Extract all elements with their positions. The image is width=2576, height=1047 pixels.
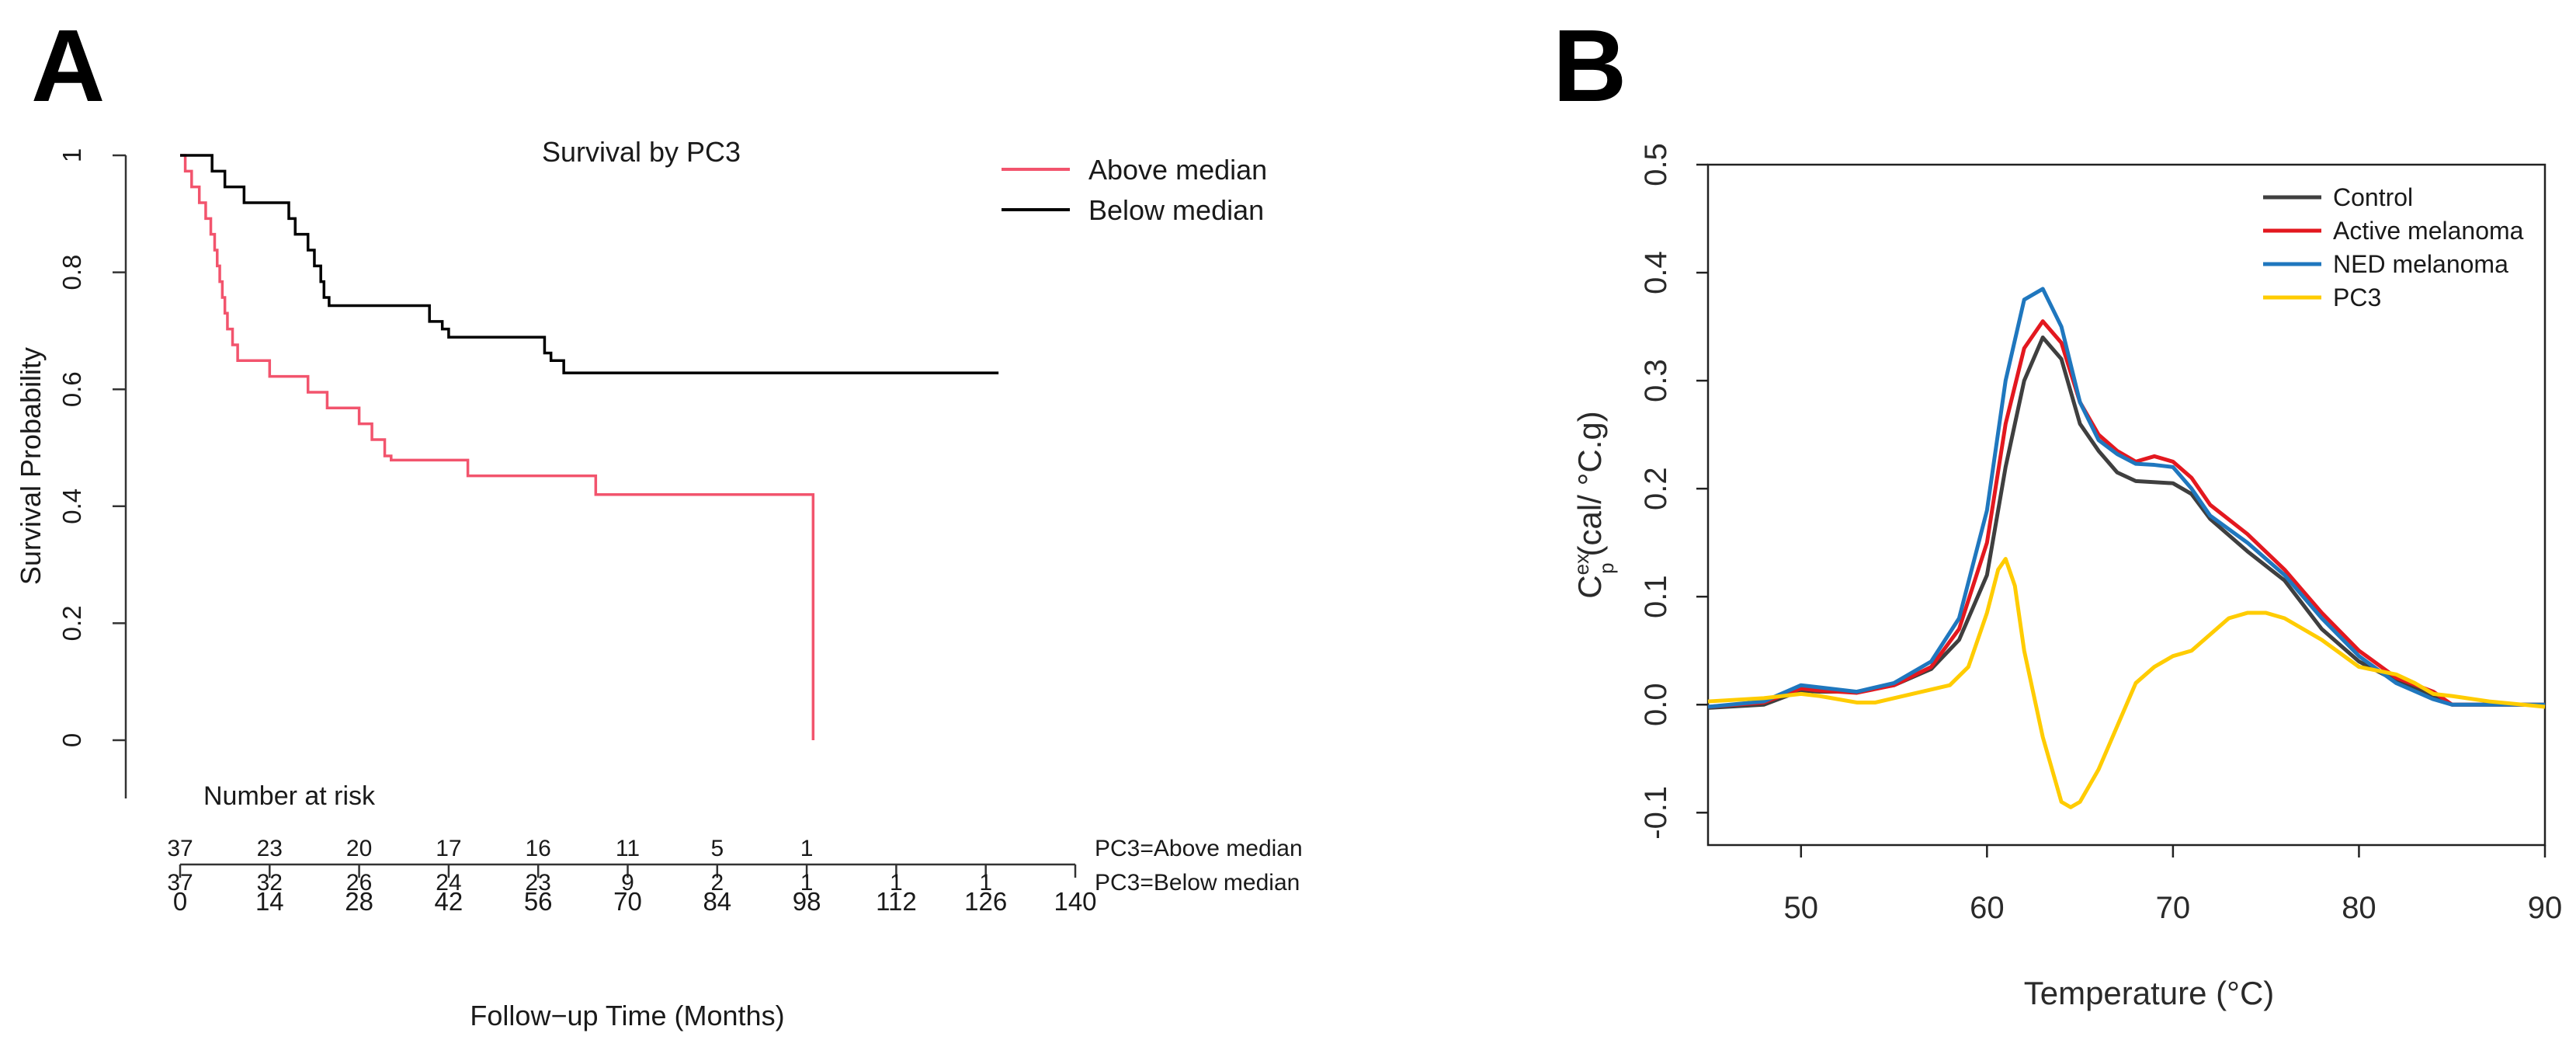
chart-a-y-tick-label: 0: [57, 733, 86, 747]
chart-a-y-tick-label: 0.6: [57, 371, 86, 407]
chart-b-x-tick-label: 90: [2528, 891, 2563, 925]
legend-label-below-median: Below median: [1088, 194, 1264, 226]
panel-a-letter: A: [31, 9, 105, 123]
risk-count: 37: [167, 836, 193, 861]
panel-b-letter: B: [1553, 9, 1626, 123]
chart-a-y-tick-label: 0.2: [57, 605, 86, 641]
risk-table-title: Number at risk: [203, 781, 376, 811]
chart-b-y-tick-label: 0.1: [1639, 575, 1673, 618]
chart-a-x-tick-label: 70: [613, 887, 642, 916]
km-curve-above-median: [180, 154, 815, 740]
chart-b-y-label: Cexp(cal/ °C.g): [1570, 411, 1618, 598]
chart-b-x-label: Temperature (°C): [2024, 975, 2275, 1011]
thermogram-line-control: [1707, 335, 2545, 710]
legend-label-active-melanoma: Active melanoma: [2333, 217, 2524, 245]
chart-a-x-tick-label: 28: [345, 887, 373, 916]
chart-b-legend: Control Active melanoma NED melanoma PC3: [2263, 183, 2524, 311]
risk-count: 1: [890, 870, 903, 896]
chart-a-y-tick-label: 0.4: [57, 489, 86, 524]
risk-count: 1: [800, 836, 814, 861]
chart-a-x-tick-label: 42: [435, 887, 463, 916]
chart-a-x-tick-label: 98: [793, 887, 821, 916]
chart-a-x-tick-label: 140: [1054, 887, 1096, 916]
chart-a-x-tick-label: 84: [703, 887, 731, 916]
risk-count: 23: [526, 870, 551, 896]
risk-count: 2: [710, 870, 724, 896]
legend-label-control: Control: [2333, 183, 2413, 211]
chart-b-y-tick-label: 0.0: [1639, 683, 1673, 726]
chart-b-plot-frame: [1706, 163, 2546, 847]
risk-count: 1: [979, 870, 992, 896]
chart-a-x-tick-label: 0: [173, 887, 187, 916]
chart-b-x-tick-label: 60: [1970, 891, 2005, 925]
chart-a-y-tick-label: 1: [57, 148, 86, 162]
risk-count: 32: [257, 870, 283, 896]
risk-row-label: PC3=Above median: [1095, 836, 1303, 861]
chart-a-y-label: Survival Probability: [15, 347, 47, 585]
chart-b-y-tick-label: 0.2: [1639, 467, 1673, 510]
risk-count: 37: [167, 870, 193, 896]
risk-count: 17: [436, 836, 461, 861]
chart-a-x-tick-label: 126: [964, 887, 1007, 916]
chart-b-y-tick-label: -0.1: [1639, 786, 1673, 840]
chart-b-y-tick-label: 0.3: [1639, 359, 1673, 402]
legend-label-above-median: Above median: [1088, 154, 1267, 186]
km-curve-below-median: [180, 154, 999, 374]
chart-a-x-tick-label: 56: [524, 887, 553, 916]
risk-count: 20: [346, 836, 372, 861]
chart-b-y-tick-label: 0.5: [1639, 143, 1673, 186]
chart-a-axes: [124, 155, 1075, 866]
chart-b-x-tick-label: 70: [2156, 891, 2191, 925]
chart-a-x-tick-label: 112: [876, 887, 917, 916]
chart-a-x-tick-label: 14: [255, 887, 284, 916]
chart-a-legend: Above median Below median: [1002, 154, 1267, 226]
kaplan-meier-chart: Survival by PC3 00.20.40.60.81 0 14 28 42 56…: [15, 136, 1303, 1031]
risk-count: 16: [526, 836, 551, 861]
chart-a-title: Survival by PC3: [542, 136, 741, 168]
risk-count: 5: [710, 836, 724, 861]
thermogram-line-ned-melanoma: [1707, 287, 2545, 709]
risk-row-label: PC3=Below median: [1095, 870, 1300, 896]
chart-b-y-tick-label: 0.4: [1639, 251, 1673, 294]
thermogram-line-pc3: [1707, 557, 2546, 809]
legend-label-ned-melanoma: NED melanoma: [2333, 250, 2508, 278]
chart-a-x-label: Follow−up Time (Months): [470, 1000, 784, 1031]
chart-a-y-tick-label: 0.8: [57, 255, 86, 290]
thermogram-line-active-melanoma: [1707, 319, 2545, 709]
chart-b-x-tick-label: 50: [1784, 891, 1819, 925]
chart-b-x-tick-label: 80: [2342, 891, 2376, 925]
legend-label-pc3: PC3: [2333, 283, 2381, 311]
risk-count: 26: [346, 870, 372, 896]
risk-count: 11: [616, 836, 640, 861]
dsc-thermogram-chart: -0.1 0.0 0.1 0.2 0.3 0.4 0.5 50 60 70 80 90 Temper…: [1570, 143, 2562, 1011]
risk-count: 1: [800, 870, 814, 896]
risk-count: 23: [257, 836, 283, 861]
risk-count: 9: [621, 870, 634, 896]
risk-count: 24: [436, 870, 461, 896]
